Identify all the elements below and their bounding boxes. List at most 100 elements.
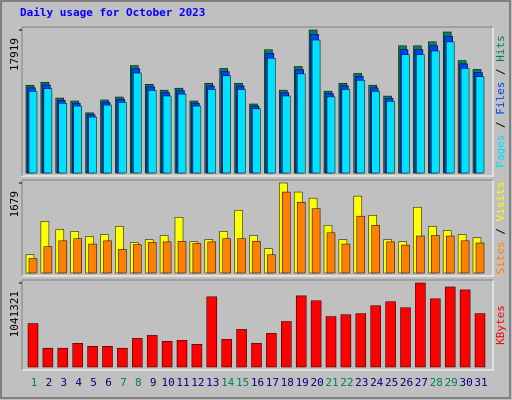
x-tick-label: 9 — [150, 376, 157, 389]
bar — [192, 105, 202, 174]
bar — [267, 58, 276, 174]
bar — [147, 242, 157, 274]
bar — [177, 241, 187, 274]
legend: Pages / Files / Hits — [494, 35, 507, 168]
bar — [57, 347, 69, 368]
bar — [73, 105, 82, 174]
bar — [400, 307, 411, 368]
bar — [401, 54, 410, 174]
x-tick-label: 12 — [191, 376, 204, 389]
bar — [295, 295, 307, 368]
x-tick-label: 26 — [400, 376, 413, 389]
bar — [192, 243, 202, 274]
bar — [311, 39, 321, 174]
bar — [416, 235, 425, 274]
bar — [356, 215, 366, 274]
x-tick-label: 27 — [415, 376, 428, 389]
x-tick-label: 2 — [46, 376, 53, 389]
bar — [445, 235, 455, 274]
legend-entry: Files — [494, 82, 507, 115]
bar — [415, 282, 426, 368]
bar — [162, 241, 172, 274]
bar — [118, 102, 127, 174]
legend-entry: KBytes — [494, 305, 507, 345]
bar — [340, 314, 352, 368]
legend-separator: / — [494, 115, 507, 135]
legend: Sites / Visits — [494, 182, 507, 275]
x-tick-label: 28 — [430, 376, 443, 389]
bar — [72, 343, 83, 368]
legend-entry: Sites — [494, 241, 507, 274]
x-tick-label: 3 — [60, 376, 67, 389]
bar — [251, 343, 262, 368]
bar — [445, 41, 455, 174]
bar — [252, 108, 261, 174]
x-tick-label: 24 — [370, 376, 384, 389]
x-tick-label: 6 — [105, 376, 112, 389]
x-tick-label: 17 — [266, 376, 279, 389]
bar — [252, 241, 261, 274]
x-tick-label: 25 — [385, 376, 398, 389]
x-tick-label: 7 — [120, 376, 127, 389]
y-tick-label: 17919 — [8, 38, 21, 71]
x-tick-label: 21 — [325, 376, 338, 389]
bar — [206, 296, 218, 368]
bar — [341, 243, 351, 274]
bar — [222, 238, 231, 274]
bar — [102, 346, 113, 368]
x-tick-label: 20 — [310, 376, 323, 389]
bar — [355, 313, 367, 368]
x-tick-label: 23 — [355, 376, 368, 389]
legend-entry: Pages — [494, 135, 507, 168]
x-tick-label: 8 — [135, 376, 142, 389]
bar — [325, 316, 337, 368]
bar — [296, 73, 306, 174]
x-tick-label: 19 — [296, 376, 309, 389]
legend: KBytes — [494, 305, 507, 345]
bar — [460, 240, 470, 274]
x-tick-label: 22 — [340, 376, 353, 389]
bar — [431, 50, 440, 174]
legend-entry: Hits — [494, 35, 507, 62]
x-tick-label: 1 — [31, 376, 38, 389]
bar — [177, 93, 187, 174]
bar — [88, 243, 97, 274]
x-tick-label: 4 — [75, 376, 82, 389]
bar — [88, 116, 97, 174]
bar — [311, 208, 321, 274]
bar — [207, 241, 217, 274]
bar — [459, 289, 471, 368]
bar — [176, 340, 188, 368]
bar — [236, 329, 247, 368]
bar — [475, 242, 485, 274]
bar — [117, 347, 128, 368]
bar — [221, 339, 232, 368]
bar — [237, 238, 246, 274]
x-tick-label: 31 — [474, 376, 487, 389]
bar — [87, 346, 98, 368]
bar — [430, 298, 441, 368]
bar — [267, 254, 276, 274]
legend-separator: / — [494, 62, 507, 82]
bar — [118, 249, 127, 274]
bar — [28, 258, 38, 274]
bar — [43, 246, 53, 274]
bar — [266, 333, 277, 368]
x-tick-label: 14 — [221, 376, 235, 389]
bar — [133, 244, 142, 274]
x-tick-label: 30 — [459, 376, 472, 389]
bar — [103, 240, 112, 274]
x-tick-label: 18 — [281, 376, 294, 389]
bar — [43, 88, 53, 174]
x-tick-label: 13 — [206, 376, 219, 389]
bar — [207, 89, 217, 174]
bar — [237, 89, 246, 174]
bar — [161, 341, 173, 368]
bar — [386, 241, 395, 274]
bar — [326, 96, 336, 174]
legend-separator: / — [494, 221, 507, 241]
bar — [371, 91, 380, 174]
bar — [401, 244, 410, 274]
bar — [385, 301, 396, 368]
